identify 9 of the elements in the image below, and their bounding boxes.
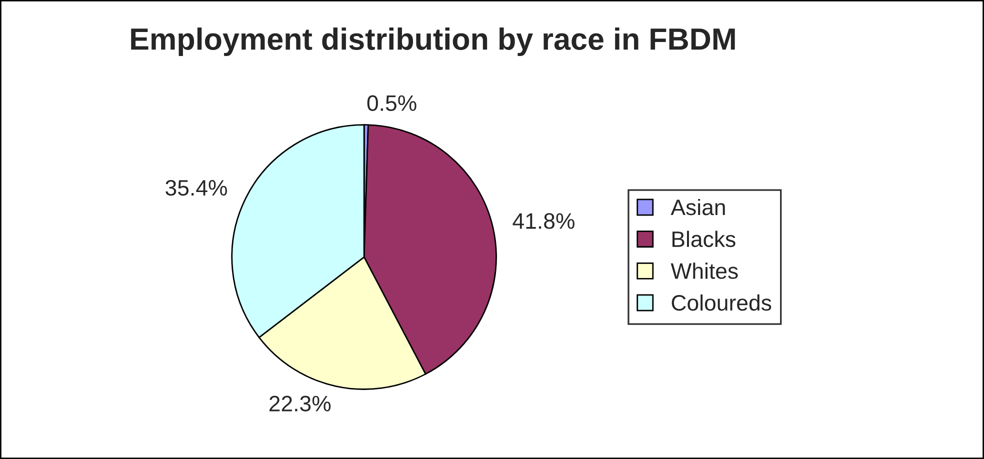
data-label: 35.4% [166, 180, 227, 196]
legend-label: Asian [670, 198, 725, 216]
legend-label: Blacks [672, 230, 736, 248]
data-label: 41.8% [512, 213, 574, 229]
chart-title: Employment distribution by race in FBDM [131, 28, 735, 56]
legend-label: Coloureds [672, 294, 772, 311]
data-label: 0.5% [367, 95, 416, 112]
legend-label: Whites [670, 262, 738, 279]
data-label: 22.3% [269, 396, 331, 412]
